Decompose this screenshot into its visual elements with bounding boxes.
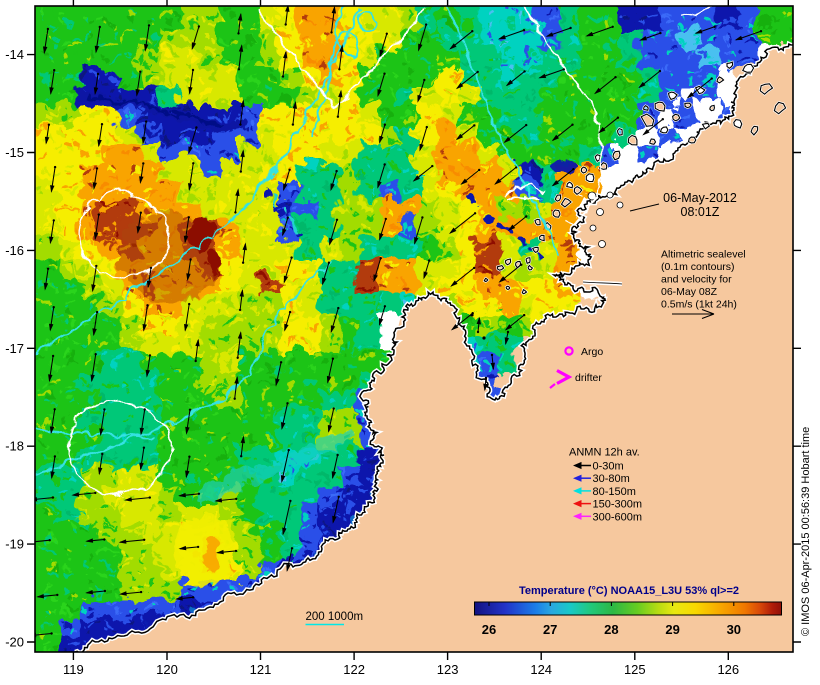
svg-text:122: 122 [343,662,365,677]
svg-text:125: 125 [624,662,646,677]
svg-text:119: 119 [63,662,84,677]
svg-text:123: 123 [437,662,459,677]
svg-text:29: 29 [665,622,679,637]
svg-text:124: 124 [530,662,552,677]
svg-text:300-600m: 300-600m [593,511,643,523]
svg-text:80-150m: 80-150m [593,486,636,498]
svg-text:28: 28 [604,622,618,637]
svg-text:30: 30 [727,622,741,637]
svg-text:-16: -16 [5,243,24,258]
svg-text:-20: -20 [5,635,24,650]
svg-text:and velocity for: and velocity for [661,274,732,286]
svg-text:-18: -18 [5,439,24,454]
svg-text:0-30m: 0-30m [593,461,624,473]
svg-text:08:01Z: 08:01Z [681,205,720,219]
svg-text:27: 27 [543,622,557,637]
svg-text:-14: -14 [5,47,24,62]
svg-text:121: 121 [250,662,272,677]
svg-text:-17: -17 [5,341,24,356]
svg-text:126: 126 [717,662,739,677]
svg-text:drifter: drifter [575,372,602,384]
svg-text:120: 120 [156,662,178,677]
svg-text:Argo: Argo [581,346,603,358]
svg-text:0.5m/s (1kt 24h): 0.5m/s (1kt 24h) [661,299,737,311]
svg-text:150-300m: 150-300m [593,499,643,511]
svg-text:06-May-2012: 06-May-2012 [663,191,737,205]
svg-text:30-80m: 30-80m [593,473,630,485]
svg-text:ANMN 12h av.: ANMN 12h av. [569,447,640,459]
svg-text:26: 26 [482,622,496,637]
svg-text:-19: -19 [5,537,24,552]
svg-text:Temperature (°C) NOAA15_L3U 53: Temperature (°C) NOAA15_L3U 53% ql>=2 [519,585,739,597]
svg-text:(0.1m contours): (0.1m contours) [661,261,735,273]
svg-text:-15: -15 [5,145,24,160]
svg-text:© IMOS 06-Apr-2015 00:56:39 Ho: © IMOS 06-Apr-2015 00:56:39 Hobart time [800,427,812,636]
svg-text:06-May 08Z: 06-May 08Z [661,286,718,298]
svg-text:Altimetric sealevel: Altimetric sealevel [661,249,746,261]
svg-text:200 1000m: 200 1000m [306,611,364,623]
